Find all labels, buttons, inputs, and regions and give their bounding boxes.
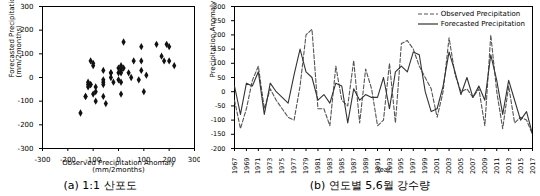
html-text:Observed Precipitation: Observed Precipitation (440, 10, 521, 18)
svg-text:100: 100 (20, 50, 34, 59)
svg-text:-300: -300 (18, 145, 34, 153)
svg-text:1983: 1983 (326, 158, 334, 175)
svg-text:300: 300 (20, 3, 33, 11)
html-text:(b) 연도별 5,6월 강수량: (b) 연도별 5,6월 강수량 (309, 179, 431, 192)
svg-text:-100: -100 (18, 97, 34, 105)
html-text:(a) 1:1 산포도: (a) 1:1 산포도 (63, 179, 137, 192)
svg-text:200: 200 (20, 26, 34, 35)
svg-text:2009: 2009 (481, 158, 489, 175)
svg-text:Forecasted Precipitation Anoma: Forecasted Precipitation Anomaly(mm/2mon… (8, 0, 23, 78)
svg-text:-150: -150 (211, 130, 226, 138)
svg-text:1989: 1989 (362, 158, 370, 175)
svg-text:50: 50 (217, 74, 225, 82)
svg-text:2007: 2007 (469, 158, 477, 175)
svg-text:300: 300 (188, 156, 200, 164)
svg-text:-200: -200 (18, 121, 34, 129)
svg-text:1975: 1975 (278, 158, 286, 175)
svg-text:0: 0 (29, 74, 33, 82)
svg-text:1985: 1985 (338, 158, 346, 175)
svg-text:-50: -50 (215, 102, 226, 110)
svg-text:2017: 2017 (529, 158, 537, 175)
svg-text:2005: 2005 (457, 158, 465, 175)
html-text:Forecasted Precipitation: Forecasted Precipitation (440, 20, 525, 28)
svg-text:1969: 1969 (243, 158, 251, 175)
svg-text:1979: 1979 (302, 158, 310, 175)
svg-text:200: 200 (213, 31, 226, 39)
svg-text:1999: 1999 (421, 158, 429, 175)
svg-text:1977: 1977 (290, 158, 298, 175)
svg-text:-300: -300 (35, 156, 51, 164)
svg-text:100: 100 (213, 59, 226, 68)
svg-text:Year: Year (375, 166, 391, 174)
svg-text:2013: 2013 (505, 158, 513, 175)
svg-text:-100: -100 (211, 116, 226, 124)
svg-text:2015: 2015 (517, 158, 525, 175)
svg-text:2001: 2001 (433, 158, 441, 175)
svg-text:1971: 1971 (254, 158, 262, 175)
svg-text:1967: 1967 (231, 158, 239, 175)
svg-text:1987: 1987 (350, 158, 358, 175)
svg-text:-200: -200 (211, 145, 226, 153)
svg-text:Observed Precipitation Anomaly: Observed Precipitation Anomaly(mm/2month… (62, 159, 175, 174)
svg-text:250: 250 (213, 16, 226, 25)
svg-text:2003: 2003 (445, 158, 453, 175)
svg-text:0: 0 (221, 88, 225, 96)
svg-text:1995: 1995 (397, 158, 405, 175)
svg-text:2011: 2011 (493, 158, 501, 175)
svg-text:300: 300 (213, 2, 226, 11)
svg-text:1981: 1981 (314, 158, 322, 175)
svg-text:1997: 1997 (409, 158, 417, 175)
svg-text:Precipitation Anomaly (mm/2mon: Precipitation Anomaly (mm/2months) (209, 0, 217, 78)
svg-text:150: 150 (213, 45, 226, 54)
svg-text:1973: 1973 (266, 158, 274, 175)
